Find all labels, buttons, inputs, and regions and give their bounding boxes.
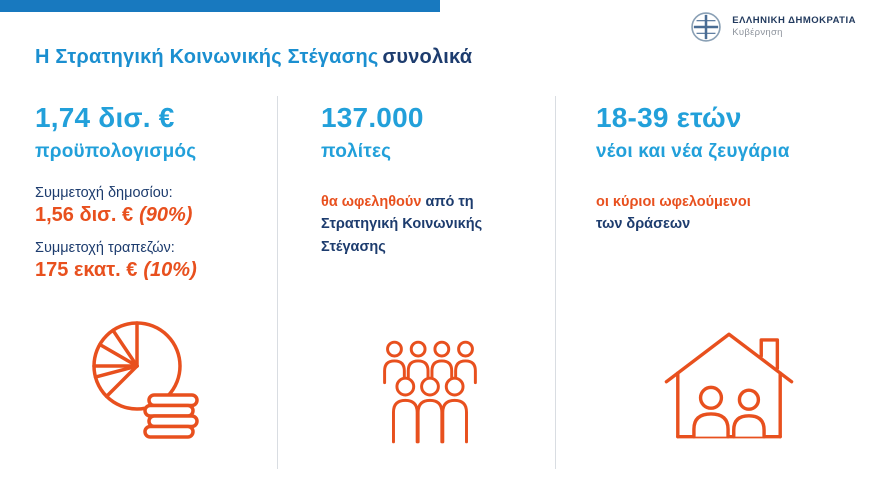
public-contribution-value: 1,56 δισ. € (90%) <box>35 204 259 227</box>
beneficiaries-column: 18-39 ετών νέοι και νέα ζευγάρια οι κύρι… <box>555 96 880 469</box>
budget-subheadline: προϋπολογισμός <box>35 141 197 162</box>
bank-contribution-percent: (10%) <box>143 259 197 281</box>
public-contribution-percent: (90%) <box>139 204 193 226</box>
bank-contribution-value: 175 εκατ. € (10%) <box>35 259 259 282</box>
benefit-highlight: θα ωφεληθούν <box>321 194 422 210</box>
pie-chart-coins-icon <box>77 309 217 449</box>
gov-subtitle: Κυβέρνηση <box>732 27 783 38</box>
budget-headline: 1,74 δισ. € <box>35 102 175 133</box>
bank-contribution-amount: 175 εκατ. € <box>35 259 138 281</box>
public-contribution-amount: 1,56 δισ. € <box>35 204 134 226</box>
top-accent-bar <box>0 0 440 12</box>
budget-details: Συμμετοχή δημοσίου: 1,56 δισ. € (90%) Συμ… <box>35 185 259 295</box>
gov-name: ΕΛΛΗΝΙΚΗ ΔΗΜΟΚΡΑΤΙΑ <box>732 15 856 27</box>
beneficiaries-highlight: οι κύριοι ωφελούμενοι <box>596 194 751 210</box>
beneficiaries-text: οι κύριοι ωφελούμενοι των δράσεων <box>596 191 786 236</box>
benefit-rest: από τη Στρατηγική Κοινωνικής Στέγασης <box>321 194 483 255</box>
family-house-icon <box>653 321 805 449</box>
citizens-benefit-text: θα ωφεληθούν από τη Στρατηγική Κοινωνική… <box>321 191 511 258</box>
budget-column: 1,74 δισ. € προϋπολογισμός Συμμετοχή δημ… <box>0 96 277 469</box>
stats-columns: 1,74 δισ. € προϋπολογισμός Συμμετοχή δημ… <box>0 96 880 469</box>
citizens-subheadline: πολίτες <box>321 141 392 162</box>
people-group-icon <box>355 335 503 449</box>
greek-emblem-icon <box>691 12 722 42</box>
government-logo-text: ΕΛΛΗΝΙΚΗ ΔΗΜΟΚΡΑΤΙΑ Κυβέρνηση <box>732 15 856 39</box>
title-suffix: συνολικά <box>382 46 473 68</box>
citizens-headline: 137.000 <box>321 102 424 133</box>
citizens-column: 137.000 πολίτες θα ωφεληθούν από τη Στρα… <box>277 96 555 469</box>
beneficiaries-rest: των δράσεων <box>596 216 691 233</box>
page-title: Η Στρατηγική Κοινωνικής Στέγασης συνολικά <box>35 46 472 69</box>
age-headline: 18-39 ετών <box>596 102 742 133</box>
age-subheadline: νέοι και νέα ζευγάρια <box>596 141 790 162</box>
bank-contribution-label: Συμμετοχή τραπεζών: <box>35 240 175 256</box>
government-logo: ΕΛΛΗΝΙΚΗ ΔΗΜΟΚΡΑΤΙΑ Κυβέρνηση <box>688 9 856 45</box>
title-main: Η Στρατηγική Κοινωνικής Στέγασης <box>35 46 379 68</box>
public-contribution-label: Συμμετοχή δημοσίου: <box>35 185 173 201</box>
